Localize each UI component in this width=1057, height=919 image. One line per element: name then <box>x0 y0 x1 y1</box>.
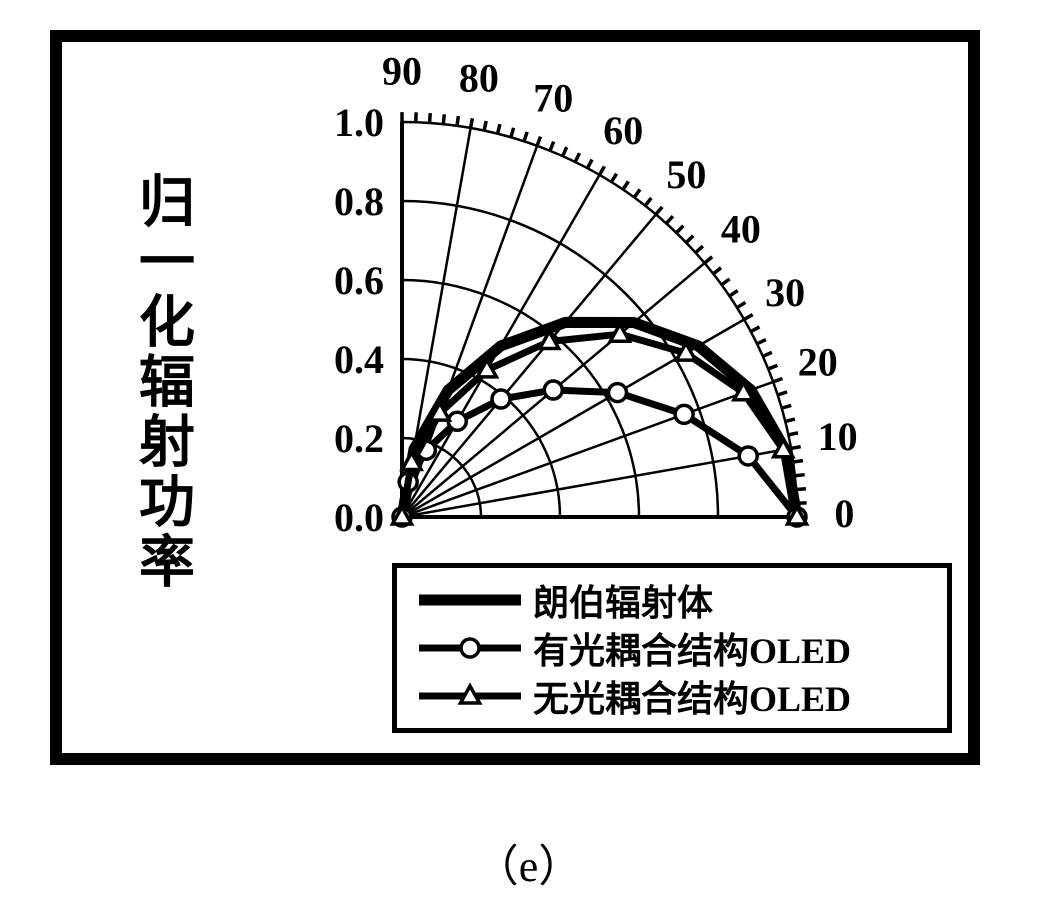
figure-caption: （e） <box>0 830 1057 894</box>
legend-swatch <box>415 676 525 716</box>
svg-text:0.4: 0.4 <box>334 337 384 382</box>
svg-text:60: 60 <box>603 108 643 153</box>
polar-chart: 0.0 0.2 0.4 0.6 0.8 1.0 0 10 20 3040 50 60 70 80 90 <box>252 57 992 567</box>
legend-label: 无光耦合结构OLED <box>533 670 851 722</box>
legend-swatch <box>415 580 525 620</box>
legend-row: 无光耦合结构OLED <box>415 672 929 720</box>
legend-label: 有光耦合结构OLED <box>533 622 851 674</box>
legend-row: 有光耦合结构OLED <box>415 624 929 672</box>
svg-text:0.8: 0.8 <box>334 179 384 224</box>
svg-text:20: 20 <box>798 340 838 385</box>
legend-label: 朗伯辐射体 <box>533 574 713 626</box>
svg-text:90: 90 <box>382 57 422 94</box>
svg-text:50: 50 <box>666 152 706 197</box>
svg-text:80: 80 <box>459 57 499 100</box>
legend-row: 朗伯辐射体 <box>415 576 929 624</box>
svg-text:0.2: 0.2 <box>334 416 384 461</box>
svg-text:70: 70 <box>533 75 573 120</box>
svg-text:40: 40 <box>721 207 761 252</box>
svg-text:10: 10 <box>818 414 858 459</box>
chart-frame: 归一化辐射功率 0.0 0.2 0.4 0.6 0.8 1.0 0 10 20 3040 50 60 7… <box>50 30 980 765</box>
svg-text:30: 30 <box>765 270 805 315</box>
legend-swatch <box>415 628 525 668</box>
legend: 朗伯辐射体有光耦合结构OLED无光耦合结构OLED <box>392 563 952 733</box>
svg-text:0.6: 0.6 <box>334 258 384 303</box>
svg-text:1.0: 1.0 <box>334 100 384 145</box>
svg-text:0.0: 0.0 <box>334 495 384 540</box>
svg-text:0: 0 <box>834 491 854 536</box>
y-axis-label: 归一化辐射功率 <box>132 122 192 642</box>
